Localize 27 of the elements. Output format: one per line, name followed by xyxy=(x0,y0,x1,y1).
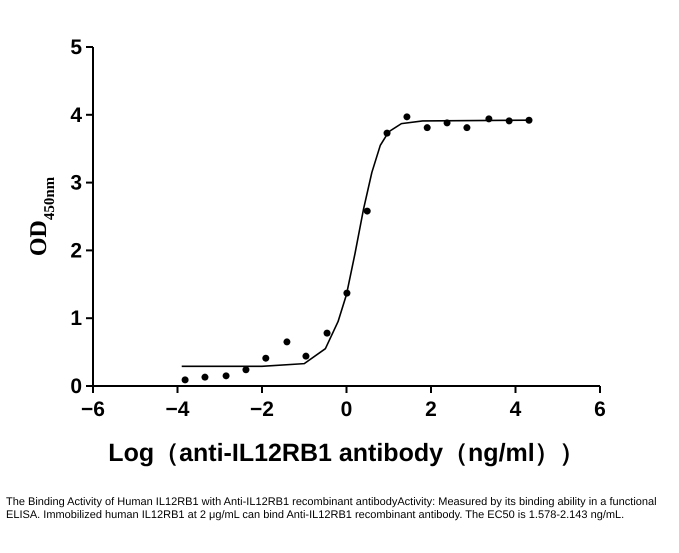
y-tick-label: 1 xyxy=(70,307,82,330)
point xyxy=(182,376,189,384)
text: The Binding Activity of Human IL12RB1 with Anti-IL12RB1 recombinant antibodyActivity: Measured by its binding ability in a functional ELISA. Immobilized human IL12RB1 at 2 μg/mL can bind Anti-IL12RB1 recombinant antibody. The EC50 is 1.578-2.143 ng/mL. xyxy=(6,496,658,522)
y-tick-label: 0 xyxy=(70,375,82,398)
point xyxy=(302,352,310,360)
point xyxy=(324,330,331,337)
x-tick-label: 0 xyxy=(340,398,352,421)
y-tick-label: 3 xyxy=(70,172,82,195)
x-tick-label: 6 xyxy=(594,398,606,421)
point xyxy=(424,124,431,132)
point xyxy=(242,366,250,374)
point xyxy=(463,124,470,132)
point xyxy=(262,354,270,362)
x-tick-label: −6 xyxy=(81,398,105,421)
x-tick-label: −2 xyxy=(250,398,274,421)
point xyxy=(222,372,230,380)
x-tick-label: −4 xyxy=(166,398,190,421)
x-axis-title: Log（anti-IL12RB1 antibody（ng/ml）） xyxy=(108,439,585,467)
x-tick-label: 4 xyxy=(510,398,522,421)
point xyxy=(364,208,371,215)
x-tick-label: 2 xyxy=(425,398,437,421)
y-tick-label: 4 xyxy=(70,104,82,127)
point xyxy=(283,338,290,346)
y-tick-label: 2 xyxy=(70,239,82,262)
point xyxy=(403,113,410,120)
y-tick-label: 5 xyxy=(70,36,82,59)
point xyxy=(201,374,208,381)
